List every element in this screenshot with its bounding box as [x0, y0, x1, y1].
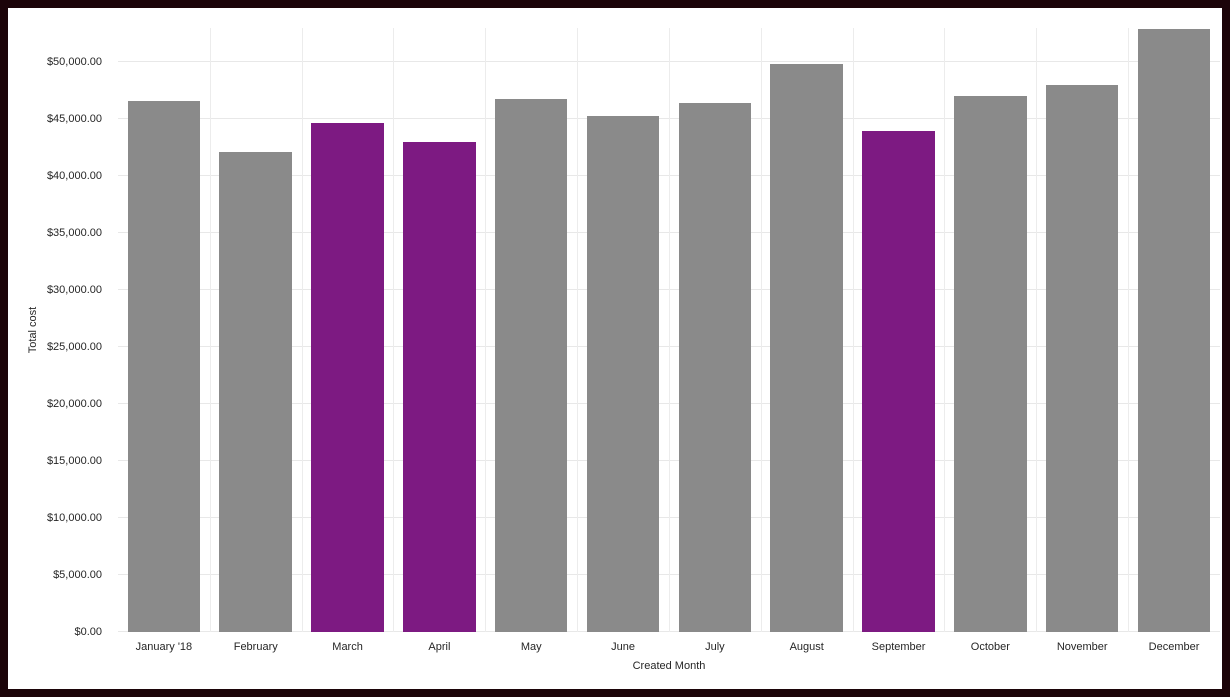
bar-column [301, 28, 394, 632]
chart-canvas: Total cost $0.00 $5,000.00 $10,000.00 $15,0… [8, 8, 1222, 689]
y-tick-label: $25,000.00 [46, 341, 102, 354]
bar[interactable] [494, 99, 568, 632]
y-tick-label: $15,000.00 [46, 455, 102, 468]
bars-row [118, 28, 1220, 632]
bar-column [1128, 28, 1220, 632]
x-tick-label: June [611, 641, 635, 653]
x-tick-label: October [970, 641, 1010, 653]
bar-column [760, 28, 853, 632]
bar-column [485, 28, 577, 632]
x-tick-label: December [1148, 641, 1200, 653]
bar[interactable] [954, 96, 1027, 632]
bar[interactable] [1045, 85, 1119, 632]
plot-area [118, 28, 1220, 632]
bar[interactable] [862, 131, 935, 632]
y-tick-label: $45,000.00 [46, 113, 102, 126]
bar-column [209, 28, 302, 632]
bar[interactable] [403, 142, 476, 632]
bar[interactable] [770, 64, 843, 632]
y-axis-ticks: $0.00 $5,000.00 $10,000.00 $15,000.00 $20,00… [8, 28, 110, 638]
x-axis-ticks: January '18 February March April May June July… [118, 641, 1220, 657]
y-tick-label: $35,000.00 [46, 227, 102, 240]
y-tick-label: $30,000.00 [46, 284, 102, 297]
x-tick-label: April [428, 641, 451, 653]
x-tick-label: March [332, 641, 363, 653]
bar[interactable] [127, 101, 201, 632]
y-tick-label: $0.00 [74, 626, 102, 638]
bar[interactable] [1137, 29, 1211, 632]
bar[interactable] [586, 116, 660, 632]
y-tick-label: $10,000.00 [46, 512, 102, 525]
x-tick-label: May [520, 641, 542, 653]
x-tick-label: November [1056, 641, 1108, 653]
bar-column [393, 28, 485, 632]
x-tick-label: August [789, 641, 824, 653]
x-tick-label: January '18 [135, 641, 193, 653]
bar-column [852, 28, 945, 632]
bar-column [577, 28, 669, 632]
x-tick-label: September [871, 641, 926, 653]
x-tick-label: July [705, 641, 725, 653]
bar[interactable] [311, 123, 384, 632]
bar-column [668, 28, 761, 632]
x-axis-title: Created Month [632, 660, 706, 672]
bar[interactable] [219, 152, 292, 632]
y-tick-label: $40,000.00 [46, 170, 102, 183]
bar-column [118, 28, 210, 632]
bar-column [944, 28, 1036, 632]
y-tick-label: $50,000.00 [46, 56, 102, 69]
y-tick-label: $5,000.00 [53, 569, 102, 582]
x-tick-label: February [233, 641, 278, 653]
bar[interactable] [678, 103, 752, 632]
y-tick-label: $20,000.00 [46, 398, 102, 411]
bar-column [1036, 28, 1128, 632]
